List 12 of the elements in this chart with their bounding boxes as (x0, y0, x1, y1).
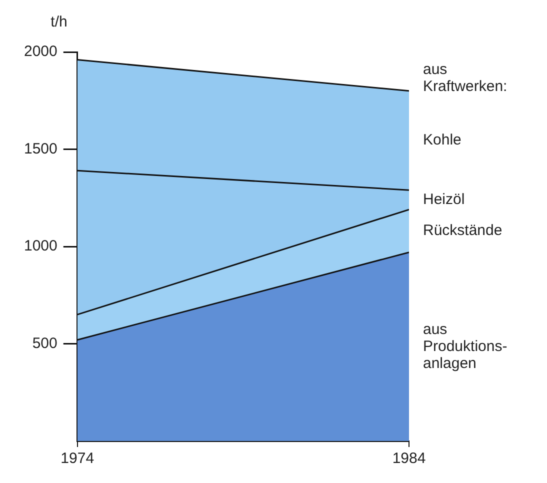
text: aus Kraftwerken: (423, 61, 508, 96)
series-label: aus Produktions- anlagen (423, 320, 508, 372)
x-tick-label: 1984 (392, 450, 426, 468)
series-label: Kohle (423, 132, 462, 149)
x-tick-label: 1974 (60, 450, 94, 468)
y-axis-title: t/h (50, 14, 68, 31)
y-tick-label: 1500 (24, 140, 58, 158)
y-tick-label: 1000 (24, 238, 58, 255)
y-tick-label: 2000 (24, 43, 58, 60)
y-tick-label: 500 (32, 334, 58, 352)
series-label: Heizöl (423, 190, 465, 208)
series-label: Rückstände (423, 222, 502, 240)
